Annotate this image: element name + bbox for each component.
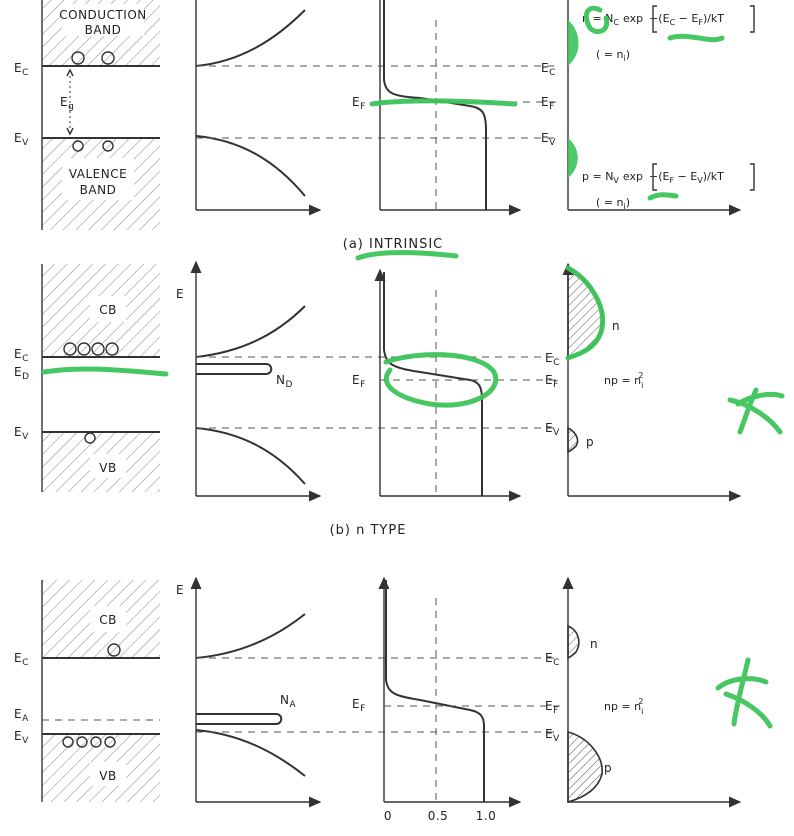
hole-icon [76, 736, 88, 748]
green-annotation [727, 387, 785, 435]
ev-label-right: EV [545, 727, 560, 744]
valence-band-label: VALENCE [69, 167, 127, 181]
hole-icon [104, 736, 116, 748]
p-formula: p = NV exp −(EF − EV)/kT [582, 170, 724, 185]
p-label: p [586, 435, 594, 449]
vb-label: VB [99, 769, 116, 783]
hole-icon [72, 140, 84, 152]
green-annotation [41, 366, 169, 377]
fermi-curve [383, 0, 487, 210]
fermi-function-c: EF 0 0.5 1.0 [352, 576, 560, 823]
ef-label: EF [352, 95, 366, 112]
band-diagram-c: CB VB EC EA EV [14, 580, 160, 802]
ec-label-right: EC [541, 61, 556, 78]
ef-label-right: EF [545, 699, 559, 716]
green-annotation [715, 657, 773, 729]
electron-icon [91, 342, 105, 356]
fermi-function-b: EF [352, 268, 560, 502]
hole-icon [62, 736, 74, 748]
n-label: n [612, 319, 620, 333]
ec-label-right: EC [545, 351, 560, 368]
electron-icon [63, 342, 77, 356]
energy-axis-label: E [176, 287, 184, 301]
fermi-function-a: EF [352, 0, 560, 216]
green-annotation [647, 192, 679, 201]
row-intrinsic: CONDUCTION BAND VALENCE BAND EC EV Eg [14, 0, 755, 261]
band-diagram-b: CB VB EC ED EV [14, 264, 169, 492]
green-annotation [583, 5, 610, 35]
ef-label-right: EF [541, 95, 555, 112]
ev-label-right: EV [541, 131, 556, 148]
density-of-states-b: E ND [176, 260, 560, 502]
green-annotation [383, 352, 499, 408]
caption-intrinsic: (a) INTRINSIC [343, 237, 444, 252]
donor-level [196, 363, 273, 375]
electron-icon [77, 342, 91, 356]
np-relation: np = ni2 [604, 371, 643, 390]
ed-label: ED [14, 365, 30, 382]
electron-icon [101, 51, 115, 65]
ev-label: EV [14, 131, 29, 148]
np-relation: np = ni2 [604, 697, 643, 716]
n-label: n [590, 637, 598, 651]
ec-label: EC [14, 347, 29, 364]
density-of-states-c: E NA [176, 576, 560, 808]
ea-label: EA [14, 707, 29, 724]
p-label: p [604, 761, 612, 775]
ev-label: EV [14, 425, 29, 442]
ev-label: EV [14, 729, 29, 746]
carrier-distribution-a: EC EF EV n = NC exp −(EC − EF)/kT ( = ni) … [541, 0, 755, 216]
fermi-curve [385, 580, 485, 802]
tick-1-0: 1.0 [476, 809, 497, 823]
hole-icon [102, 140, 114, 152]
ev-label-right: EV [545, 421, 560, 438]
green-annotation [565, 265, 606, 361]
band-diagram-a: CONDUCTION BAND VALENCE BAND EC EV Eg [14, 0, 160, 230]
cb-label: CB [99, 303, 117, 317]
carrier-distribution-c: n p EC EF EV np = ni2 [545, 576, 773, 808]
ef-label: EF [352, 373, 366, 390]
fermi-curve [383, 272, 483, 496]
acceptor-level [196, 713, 283, 725]
hole-icon [84, 432, 96, 444]
carrier-distribution-b: n p EC EF EV np = ni2 [545, 262, 785, 502]
na-label: NA [280, 693, 296, 710]
ec-label: EC [14, 61, 29, 78]
green-annotation [369, 98, 518, 107]
electron-icon [71, 51, 85, 65]
electron-icon [107, 643, 121, 657]
ec-label-right: EC [545, 651, 560, 668]
row-p-type: CB VB EC EA EV E NA [14, 576, 773, 823]
ec-label: EC [14, 651, 29, 668]
electron-icon [105, 342, 119, 356]
svg-text:BAND: BAND [85, 23, 122, 37]
conduction-band-label: CONDUCTION [59, 8, 147, 22]
svg-text:BAND: BAND [80, 183, 117, 197]
hole-icon [90, 736, 102, 748]
n-equals-ni: ( = ni) [596, 48, 630, 63]
green-annotation [355, 250, 459, 261]
tick-0: 0 [384, 809, 392, 823]
tick-0-5: 0.5 [428, 809, 449, 823]
ef-label-right: EF [545, 373, 559, 390]
cb-label: CB [99, 613, 117, 627]
p-equals-ni: ( = ni) [596, 196, 630, 211]
nd-label: ND [276, 373, 293, 390]
density-of-states-a [195, 0, 560, 216]
green-annotation [667, 33, 725, 43]
row-n-type: CB VB EC ED EV E ND [14, 260, 785, 538]
ef-label: EF [352, 697, 366, 714]
caption-n-type: (b) n TYPE [330, 523, 407, 538]
energy-axis-label: E [176, 583, 184, 597]
eg-label: Eg [60, 95, 74, 112]
vb-label: VB [99, 461, 116, 475]
